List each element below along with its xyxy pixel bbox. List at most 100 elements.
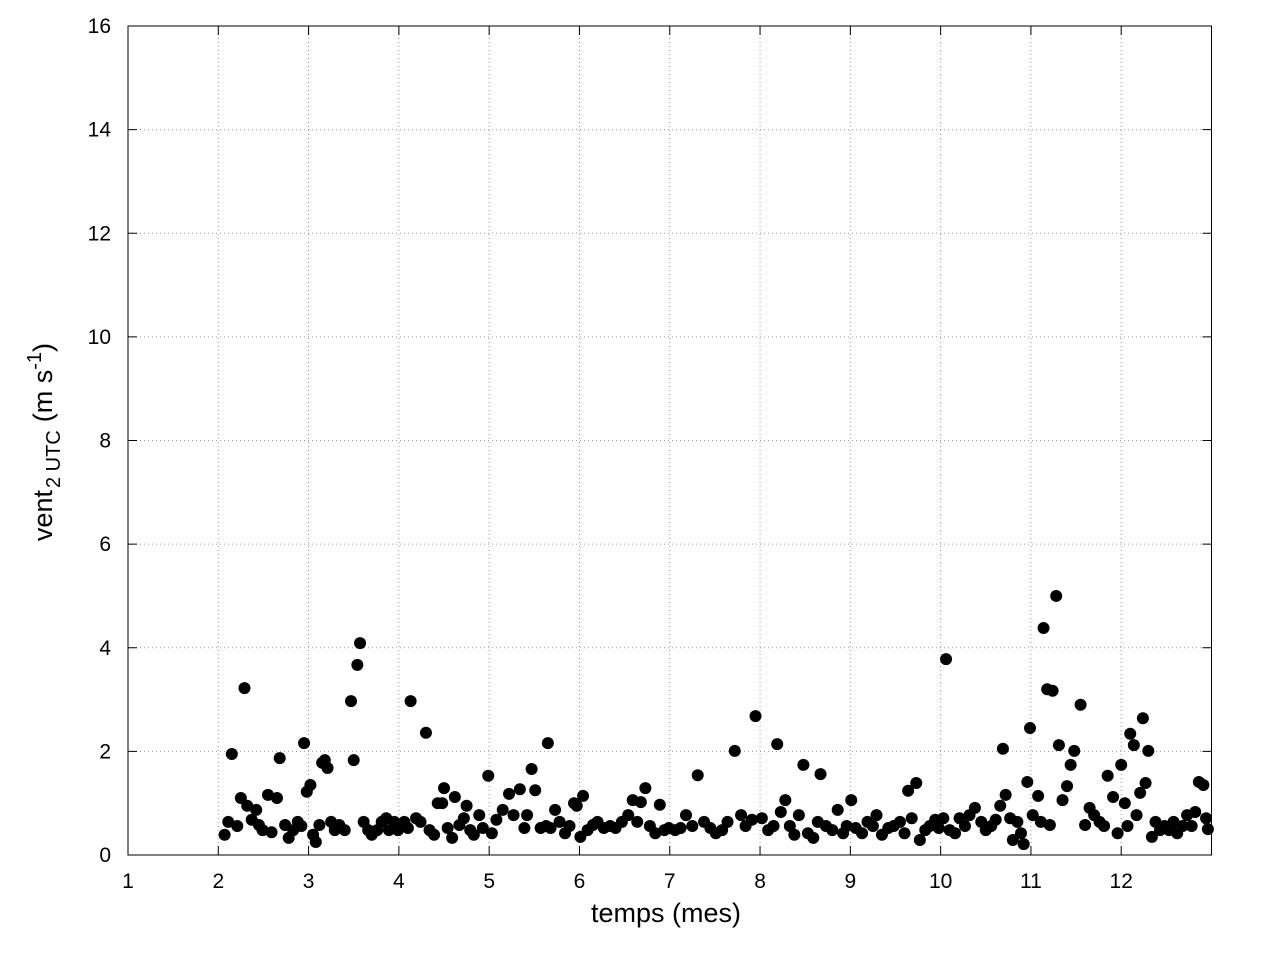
y-label-unit: (m s — [28, 370, 58, 422]
point — [1079, 818, 1092, 831]
point — [691, 769, 704, 782]
point — [866, 819, 879, 832]
point — [959, 819, 972, 832]
y-label-sub: 2 UTC — [43, 430, 65, 488]
x-tick-label: 7 — [664, 870, 676, 893]
point — [788, 828, 801, 841]
point — [826, 824, 839, 837]
point — [1189, 805, 1202, 818]
point — [856, 827, 869, 840]
point — [996, 742, 1009, 755]
point — [814, 768, 827, 781]
point — [1056, 794, 1069, 807]
point — [460, 799, 473, 812]
point — [518, 822, 531, 835]
point — [541, 737, 554, 750]
y-tick-label: 4 — [99, 637, 111, 660]
point — [309, 836, 322, 849]
point — [1026, 809, 1039, 822]
y-tick-label: 2 — [99, 740, 111, 763]
point — [563, 819, 576, 832]
point — [529, 784, 542, 797]
point — [298, 737, 311, 750]
x-tick-label: 6 — [574, 870, 586, 893]
x-tick-label: 1 — [122, 870, 134, 893]
point — [721, 815, 734, 828]
point — [783, 819, 796, 832]
point — [304, 779, 317, 792]
point — [1118, 797, 1131, 810]
point — [1064, 758, 1077, 771]
point — [940, 653, 953, 666]
point — [1074, 698, 1087, 711]
point — [1037, 622, 1050, 635]
y-label-sup: -1 — [24, 352, 46, 370]
point — [622, 809, 635, 822]
point — [893, 815, 906, 828]
point — [544, 822, 557, 835]
point — [438, 782, 451, 795]
point — [1101, 769, 1114, 782]
point — [1011, 815, 1024, 828]
point — [273, 752, 286, 765]
point — [1061, 780, 1074, 793]
point — [680, 809, 693, 822]
point — [1167, 815, 1180, 828]
point — [1200, 812, 1213, 825]
point — [351, 658, 364, 671]
point — [482, 769, 495, 782]
y-tick-label: 8 — [99, 430, 111, 453]
point — [840, 819, 853, 832]
point — [295, 819, 308, 832]
x-tick-label: 12 — [1110, 870, 1133, 893]
point — [503, 787, 516, 800]
point — [1139, 776, 1152, 789]
point — [779, 794, 792, 807]
point — [218, 828, 231, 841]
point — [321, 761, 334, 774]
point — [1032, 789, 1045, 802]
y-label-close: ) — [28, 343, 58, 352]
x-tick-label: 10 — [929, 870, 952, 893]
point — [1142, 744, 1155, 757]
point — [1185, 819, 1198, 832]
point — [338, 824, 351, 837]
point — [639, 782, 652, 795]
x-tick-label: 8 — [754, 870, 766, 893]
point — [902, 784, 915, 797]
point — [225, 747, 238, 760]
plot-frame — [127, 25, 1212, 856]
point — [797, 758, 810, 771]
point — [256, 824, 269, 837]
y-label-main: vent — [28, 490, 58, 542]
point — [989, 813, 1002, 826]
point — [473, 809, 486, 822]
point — [238, 682, 251, 695]
y-tick-label: 6 — [99, 533, 111, 556]
point — [1201, 823, 1214, 836]
point — [755, 812, 768, 825]
point — [467, 828, 480, 841]
x-tick-label: 9 — [844, 870, 856, 893]
point — [870, 809, 883, 822]
point — [999, 788, 1012, 801]
x-tick-label: 3 — [303, 870, 315, 893]
point — [1115, 758, 1128, 771]
point — [496, 803, 509, 816]
point — [265, 826, 278, 839]
point — [845, 794, 858, 807]
y-tick-label: 0 — [99, 844, 111, 867]
point — [1134, 786, 1147, 799]
point — [270, 792, 283, 805]
point — [391, 824, 404, 837]
point — [937, 812, 950, 825]
point — [1145, 830, 1158, 843]
point — [898, 827, 911, 840]
point — [1197, 779, 1210, 792]
point — [525, 762, 538, 775]
point — [476, 822, 489, 835]
point — [994, 799, 1007, 812]
point — [1024, 722, 1037, 735]
point — [932, 822, 945, 835]
point — [949, 827, 962, 840]
